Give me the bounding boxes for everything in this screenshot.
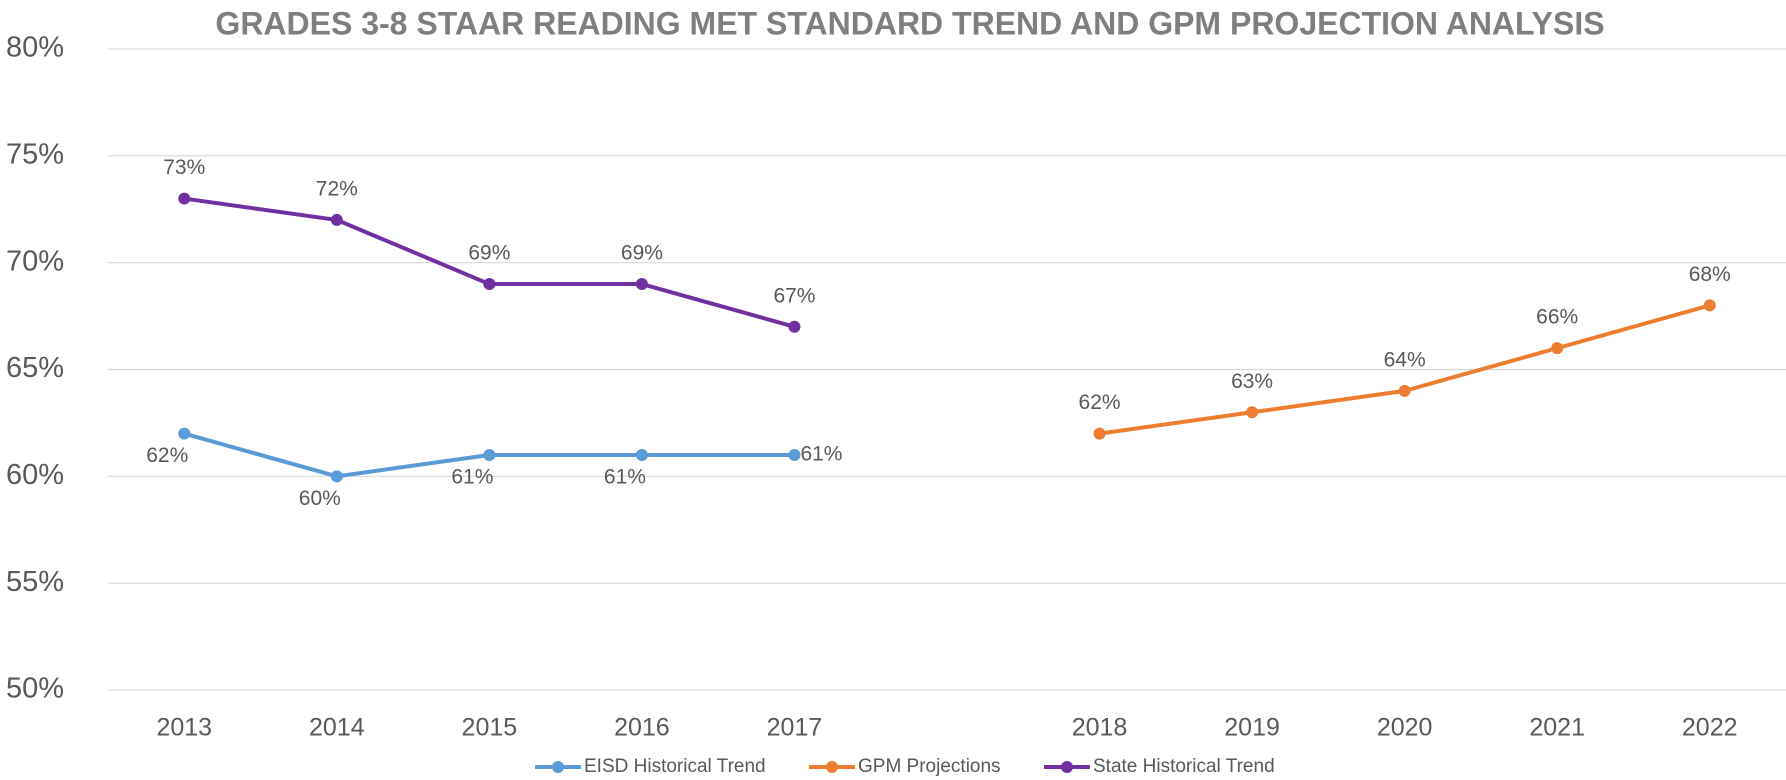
- legend-label: EISD Historical Trend: [584, 756, 766, 777]
- data-point: [178, 192, 191, 205]
- data-label: 72%: [316, 177, 358, 200]
- legend-marker: [552, 761, 564, 773]
- data-point: [1398, 384, 1411, 397]
- legend-marker: [826, 761, 838, 773]
- data-label: 63%: [1231, 370, 1273, 393]
- data-point: [1703, 299, 1716, 312]
- data-point: [635, 448, 648, 461]
- data-label: 69%: [621, 242, 663, 265]
- data-point: [483, 278, 496, 291]
- data-label: 61%: [604, 466, 646, 489]
- x-tick-label: 2017: [767, 714, 823, 742]
- x-tick-label: 2018: [1072, 714, 1128, 742]
- data-label: 61%: [451, 466, 493, 489]
- data-label: 62%: [1079, 391, 1121, 414]
- x-tick-label: 2019: [1224, 714, 1280, 742]
- x-tick-label: 2022: [1682, 714, 1738, 742]
- data-label: 67%: [773, 284, 815, 307]
- data-label: 69%: [468, 242, 510, 265]
- data-point: [635, 278, 648, 291]
- x-tick-label: 2020: [1377, 714, 1433, 742]
- legend-marker: [1061, 761, 1073, 773]
- data-point: [1246, 406, 1259, 419]
- data-label: 66%: [1536, 306, 1578, 329]
- data-point: [788, 320, 801, 333]
- legend-label: GPM Projections: [858, 756, 1001, 777]
- x-tick-label: 2016: [614, 714, 670, 742]
- y-tick-label: 80%: [6, 32, 64, 64]
- data-point: [1551, 342, 1564, 355]
- data-point: [330, 213, 343, 226]
- y-tick-label: 60%: [6, 459, 64, 491]
- legend-label: State Historical Trend: [1093, 756, 1275, 777]
- x-tick-label: 2013: [156, 714, 212, 742]
- data-label: 61%: [800, 443, 842, 466]
- y-tick-label: 75%: [6, 138, 64, 170]
- data-label: 73%: [163, 156, 205, 179]
- data-point: [330, 470, 343, 483]
- chart-title: GRADES 3-8 STAAR READING MET STANDARD TR…: [215, 5, 1604, 41]
- y-tick-label: 55%: [6, 566, 64, 598]
- x-tick-label: 2021: [1529, 714, 1585, 742]
- y-tick-label: 50%: [6, 673, 64, 705]
- data-label: 62%: [146, 444, 188, 467]
- data-label: 60%: [299, 487, 341, 510]
- y-tick-label: 65%: [6, 352, 64, 384]
- data-label: 68%: [1689, 263, 1731, 286]
- x-tick-label: 2014: [309, 714, 365, 742]
- data-point: [483, 448, 496, 461]
- data-point: [1093, 427, 1106, 440]
- y-tick-label: 70%: [6, 245, 64, 277]
- data-point: [178, 427, 191, 440]
- data-label: 64%: [1384, 348, 1426, 371]
- data-point: [788, 448, 801, 461]
- x-tick-label: 2015: [462, 714, 518, 742]
